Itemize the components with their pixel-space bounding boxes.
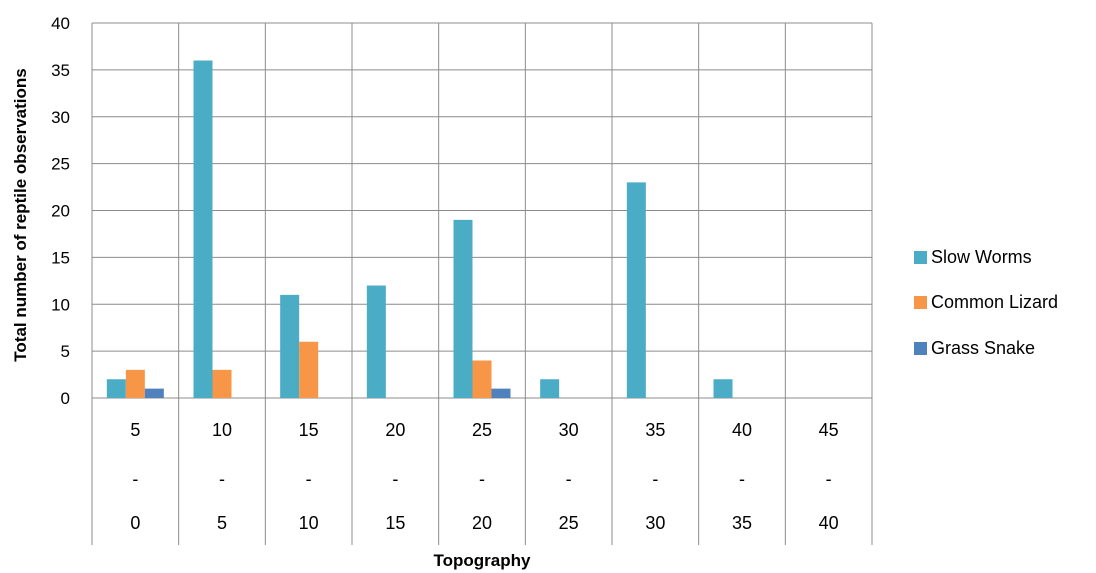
x-category-label-bottom: 5: [217, 513, 227, 533]
bars: [106, 60, 733, 398]
x-category-label-bottom: 25: [559, 513, 579, 533]
bar-common-lizard: [212, 369, 232, 398]
y-tick-label: 20: [51, 202, 70, 221]
x-category-label-top: 10: [212, 420, 232, 440]
bar-common-lizard: [125, 369, 145, 398]
x-category-label-top: 35: [645, 420, 665, 440]
x-category-label-top: 30: [559, 420, 579, 440]
y-tick-label: 35: [51, 61, 70, 80]
bar-slow-worms: [193, 60, 213, 398]
grid-lines: [91, 22, 873, 545]
legend-label: Grass Snake: [931, 338, 1035, 358]
legend-swatch: [914, 342, 927, 355]
x-category-label-bottom: 20: [472, 513, 492, 533]
x-category-label-sep: -: [566, 469, 572, 489]
x-category-label-bottom: 15: [385, 513, 405, 533]
y-tick-label: 0: [61, 389, 70, 408]
legend-label: Common Lizard: [931, 292, 1058, 312]
x-category-label-sep: -: [826, 469, 832, 489]
y-tick-label: 5: [61, 342, 70, 361]
x-category-label-top: 40: [732, 420, 752, 440]
legend: Slow Worms Common Lizard Grass Snake: [914, 247, 1058, 358]
legend-label: Slow Worms: [931, 247, 1032, 267]
x-category-label-bottom: 30: [645, 513, 665, 533]
bar-slow-worms: [106, 379, 126, 398]
bar-grass-snake: [144, 388, 164, 398]
x-category-label-top: 15: [299, 420, 319, 440]
x-category-label-bottom: 10: [299, 513, 319, 533]
bar-slow-worms: [540, 379, 560, 398]
x-category-labels: 5 - 0 10 - 5 15 - 10 20 - 15 25 - 20 30 - 25 35 - 30 40 - 35 45 -…: [130, 420, 838, 533]
y-tick-label: 30: [51, 108, 70, 127]
x-category-label-sep: -: [132, 469, 138, 489]
bar-slow-worms: [713, 379, 733, 398]
x-category-label-bottom: 40: [819, 513, 839, 533]
legend-swatch: [914, 296, 927, 309]
x-category-label-sep: -: [739, 469, 745, 489]
x-category-label-top: 25: [472, 420, 492, 440]
bar-grass-snake: [491, 388, 511, 398]
x-category-label-bottom: 35: [732, 513, 752, 533]
x-category-label-top: 20: [385, 420, 405, 440]
y-tick-label: 15: [51, 248, 70, 267]
bar-slow-worms: [280, 294, 300, 398]
y-tick-label: 25: [51, 155, 70, 174]
bar-slow-worms: [453, 219, 473, 398]
x-category-label-sep: -: [219, 469, 225, 489]
y-tick-label: 40: [51, 14, 70, 33]
bar-slow-worms: [366, 285, 386, 398]
bar-common-lizard: [472, 360, 492, 398]
y-tick-label: 10: [51, 295, 70, 314]
bar-common-lizard: [299, 341, 319, 398]
x-category-label-bottom: 0: [130, 513, 140, 533]
x-category-label-sep: -: [392, 469, 398, 489]
x-category-label-sep: -: [306, 469, 312, 489]
x-category-label-top: 5: [130, 420, 140, 440]
legend-swatch: [914, 251, 927, 264]
x-category-label-sep: -: [479, 469, 485, 489]
y-axis-title: Total number of reptile observations: [11, 68, 30, 361]
x-category-label-top: 45: [819, 420, 839, 440]
x-category-label-sep: -: [652, 469, 658, 489]
bar-slow-worms: [626, 182, 646, 398]
x-axis-title: Topography: [434, 551, 531, 570]
y-tick-labels: 0 5 10 15 20 25 30 35 40: [51, 14, 70, 408]
